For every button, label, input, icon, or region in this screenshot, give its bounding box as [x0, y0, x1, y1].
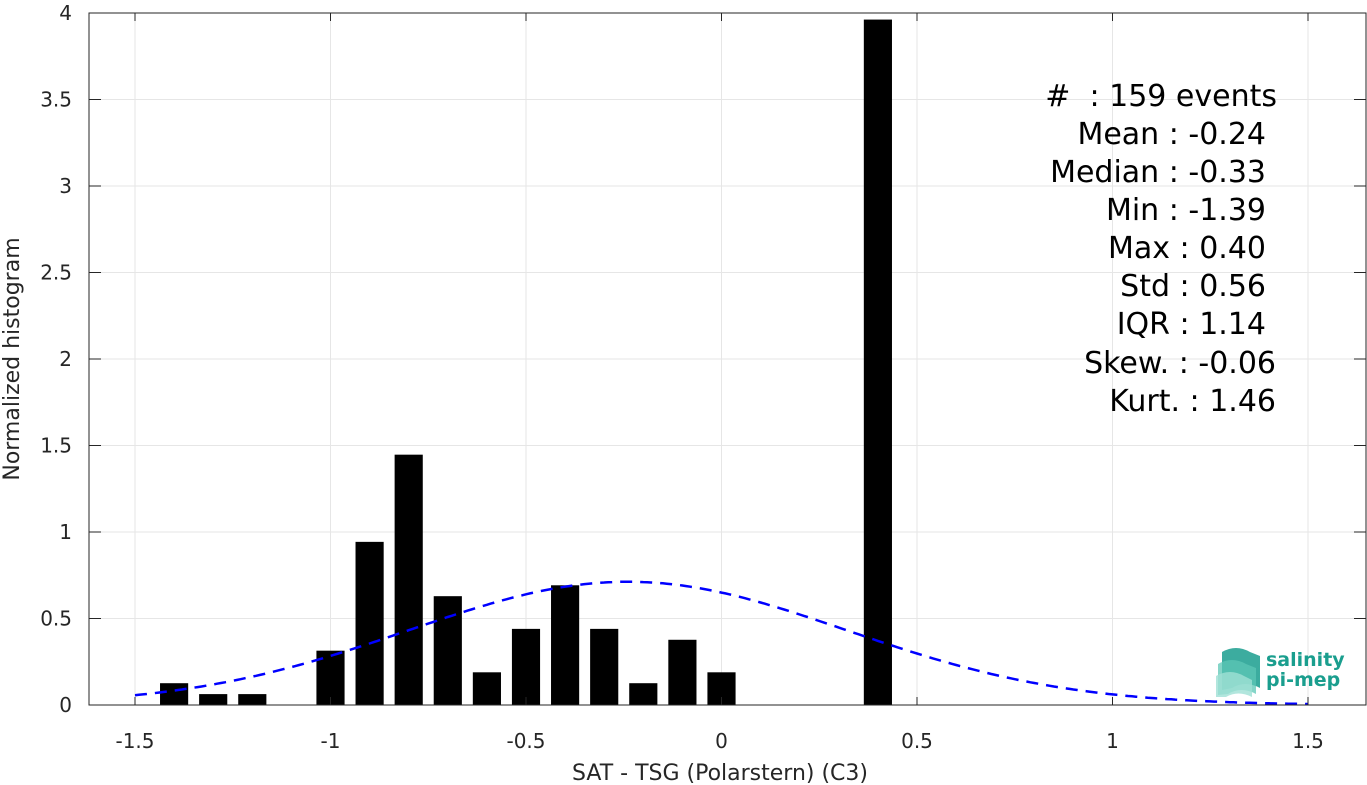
- histogram-bar: [199, 694, 228, 705]
- y-tick-label: 2: [59, 347, 72, 371]
- stats-std: Std : 0.56: [1120, 269, 1266, 304]
- stats-count: # : 159 events: [1045, 79, 1277, 114]
- x-tick-labels: -1.5 -1 -0.5 0 0.5 1 1.5: [115, 729, 1323, 753]
- histogram-bar: [590, 628, 619, 705]
- histogram-bar: [160, 683, 189, 705]
- stats-mean: Mean : -0.24: [1077, 117, 1266, 152]
- logo-text-line2: pi-mep: [1266, 669, 1340, 691]
- histogram-bar: [472, 672, 501, 705]
- histogram-bar: [511, 628, 541, 705]
- y-tick-label: 0.5: [40, 607, 72, 631]
- stats-median: Median : -0.33: [1050, 155, 1266, 190]
- y-tick-label: 3: [59, 174, 72, 198]
- y-tick-label: 2.5: [40, 261, 72, 285]
- x-tick-label: 0: [715, 729, 728, 753]
- x-tick-label: 0.5: [901, 729, 933, 753]
- x-tick-label: -0.5: [506, 729, 545, 753]
- histogram-bars: [160, 19, 892, 706]
- logo-text-line1: salinity: [1266, 649, 1345, 671]
- histogram-bar: [355, 541, 384, 705]
- histogram-bar: [863, 19, 892, 706]
- x-tick-label: 1: [1106, 729, 1119, 753]
- stats-max: Max : 0.40: [1108, 231, 1266, 266]
- x-tick-label: -1: [321, 729, 341, 753]
- y-axis-label: Normalized histogram: [0, 237, 25, 480]
- histogram-bar: [629, 683, 658, 705]
- y-tick-label: 0: [59, 693, 72, 717]
- stats-box: # : 159 events Mean : -0.24 Median : -0.…: [1045, 79, 1277, 419]
- histogram-bar: [238, 694, 267, 705]
- y-tick-label: 1.5: [40, 434, 72, 458]
- x-tick-label: -1.5: [115, 729, 154, 753]
- histogram-bar: [668, 639, 697, 705]
- histogram-bar: [394, 454, 423, 705]
- axis-ticks: [89, 12, 1366, 706]
- y-tick-labels: 0 0.5 1 1.5 2 2.5 3 3.5 4: [40, 1, 72, 717]
- x-axis-label: SAT - TSG (Polarstern) (C3): [572, 761, 868, 785]
- stats-skew: Skew. : -0.06: [1084, 346, 1276, 381]
- x-tick-label: 1.5: [1292, 729, 1324, 753]
- logo-wave-icon: [1216, 648, 1260, 697]
- salinity-pi-mep-logo: salinity pi-mep: [1216, 648, 1345, 697]
- stats-iqr: IQR : 1.14: [1117, 307, 1266, 342]
- gaussian-fit-curve: [134, 580, 1308, 706]
- stats-kurt: Kurt. : 1.46: [1109, 384, 1276, 419]
- y-tick-label: 3.5: [40, 88, 72, 112]
- histogram-bar: [551, 585, 580, 705]
- y-tick-label: 4: [59, 1, 72, 25]
- histogram-bar: [433, 596, 462, 705]
- y-tick-label: 1: [59, 520, 72, 544]
- stats-min: Min : -1.39: [1106, 193, 1266, 228]
